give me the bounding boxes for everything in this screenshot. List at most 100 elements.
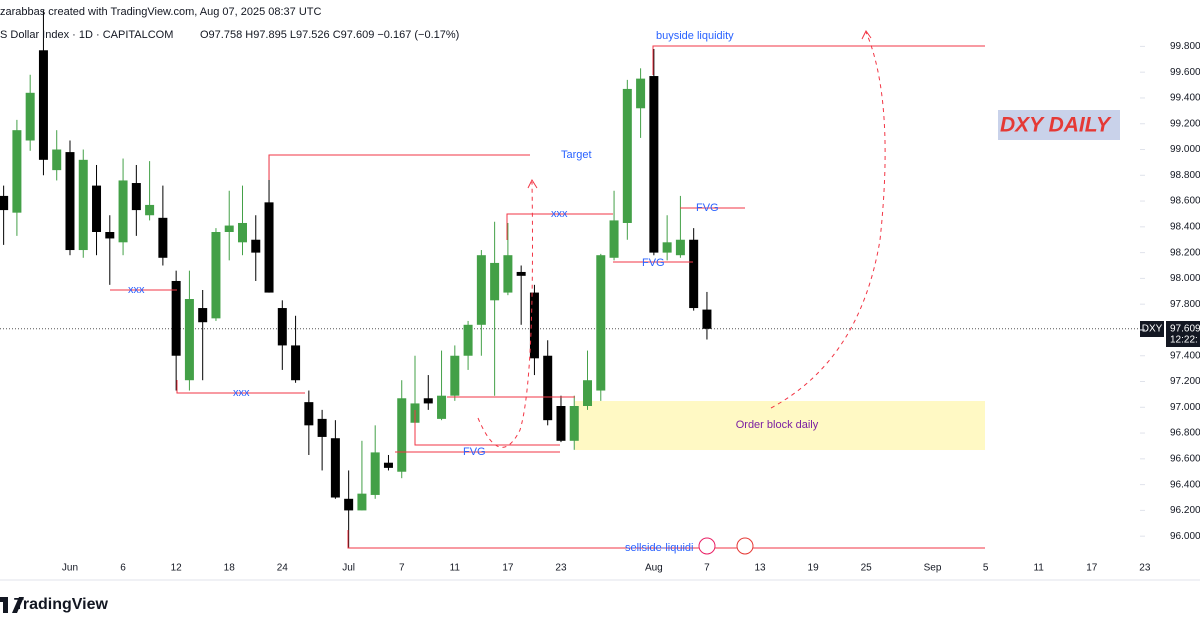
candle-body <box>158 217 168 258</box>
annotation: xxx <box>551 208 568 220</box>
candle-body <box>224 225 234 232</box>
candle-body <box>184 299 194 381</box>
credit: zarabbas created with TradingView.com, A… <box>0 6 321 18</box>
x-tick-label: 17 <box>1086 563 1098 574</box>
candle-body <box>516 271 526 276</box>
candle-body <box>251 239 261 253</box>
label-box <box>998 110 1120 140</box>
candle-body <box>609 220 619 258</box>
candle-body <box>237 222 247 243</box>
candle-body <box>38 50 48 160</box>
event-icon[interactable] <box>698 537 716 555</box>
y-tick-label: 98.800 <box>1170 170 1200 181</box>
target-line <box>268 154 530 180</box>
x-tick-label: 23 <box>555 563 567 574</box>
x-tick-label: 24 <box>277 563 289 574</box>
x-tick-label: 7 <box>704 563 710 574</box>
x-tick-label: 11 <box>1033 563 1044 574</box>
brand-logo <box>0 597 24 613</box>
price-tag <box>1166 321 1200 347</box>
candle-body <box>450 355 460 396</box>
candle-body <box>636 78 646 109</box>
candle-body <box>583 380 593 406</box>
buyside-line <box>652 45 985 75</box>
candle-body <box>211 232 221 319</box>
candle-body <box>397 398 407 472</box>
y-tick-label: 96.400 <box>1170 479 1200 490</box>
x-tick-label: 13 <box>754 563 766 574</box>
y-tick-label: 99.800 <box>1170 41 1200 52</box>
xxx-line <box>506 213 613 240</box>
candle-body <box>357 493 367 511</box>
candle-body <box>277 308 287 346</box>
chart-label: DXY DAILY <box>1000 114 1112 137</box>
y-tick-label: 98.000 <box>1170 273 1200 284</box>
dashed-arrow <box>477 181 533 448</box>
candle-body <box>78 159 88 251</box>
candle-body <box>171 280 181 356</box>
symbol-tag <box>1140 321 1164 337</box>
candle-body <box>463 324 473 356</box>
order-block-zone <box>575 401 985 450</box>
fvg-line <box>414 410 560 446</box>
y-tick-label: 99.000 <box>1170 144 1200 155</box>
drawings <box>110 30 985 549</box>
candle-body <box>304 402 314 426</box>
brand: TradingView <box>14 596 109 613</box>
x-tick-label: Jul <box>342 563 355 574</box>
candle-body <box>476 255 486 325</box>
candle-body <box>423 398 433 404</box>
annotation: sellside-liquidi <box>625 542 693 554</box>
candle-body <box>569 406 579 441</box>
candle-body <box>529 292 539 359</box>
candle-body <box>344 498 354 511</box>
annotation: Order block daily <box>736 419 819 431</box>
x-tick-label: 5 <box>983 563 989 574</box>
candle-body <box>596 255 606 391</box>
arrow-head <box>861 30 872 40</box>
x-tick-label: 12 <box>171 563 183 574</box>
candle-body <box>118 180 128 243</box>
y-tick-label: 97.200 <box>1170 376 1200 387</box>
annotation: buyside liquidity <box>656 30 734 42</box>
candle-body <box>65 152 75 251</box>
x-tick-label: 17 <box>502 563 514 574</box>
candle-body <box>264 202 274 293</box>
candle-body <box>370 452 380 495</box>
candle-body <box>675 239 685 256</box>
annotation: FVG <box>463 446 486 458</box>
candle-body <box>437 395 447 419</box>
y-tick-label: 96.200 <box>1170 505 1200 516</box>
x-tick-label: 18 <box>224 563 236 574</box>
event-icon[interactable] <box>736 537 754 555</box>
candle-body <box>383 462 393 468</box>
sellside-line <box>347 530 985 549</box>
candle-body <box>649 76 659 253</box>
symbol-tag-text: DXY <box>1142 324 1163 335</box>
ohlc: O97.758 H97.895 L97.526 C97.609 −0.167 (… <box>200 29 459 41</box>
y-tick-label: 96.800 <box>1170 428 1200 439</box>
xxx-line <box>176 380 305 394</box>
y-tick-label: 97.400 <box>1170 350 1200 361</box>
candles <box>0 10 712 548</box>
annotation: FVG <box>642 257 665 269</box>
candle-body <box>490 262 500 301</box>
candle-body <box>0 195 9 211</box>
candle-body <box>92 185 102 232</box>
candle-body <box>52 149 62 171</box>
annotation: xxx <box>128 284 145 296</box>
candle-body <box>689 239 699 309</box>
candle-body <box>622 88 632 223</box>
candle-body <box>330 438 340 498</box>
x-tick-label: 19 <box>808 563 820 574</box>
x-tick-label: Sep <box>924 563 942 574</box>
candle-body <box>556 406 566 441</box>
candle-body <box>702 309 712 329</box>
candle-body <box>12 130 22 213</box>
y-tick-label: 96.600 <box>1170 453 1200 464</box>
annotation: FVG <box>696 202 719 214</box>
symbol-title: S Dollar Index · 1D · CAPITALCOM <box>0 29 173 41</box>
annotation: Target <box>561 149 592 161</box>
y-tick-label: 99.200 <box>1170 118 1200 129</box>
x-tick-label: 7 <box>399 563 405 574</box>
